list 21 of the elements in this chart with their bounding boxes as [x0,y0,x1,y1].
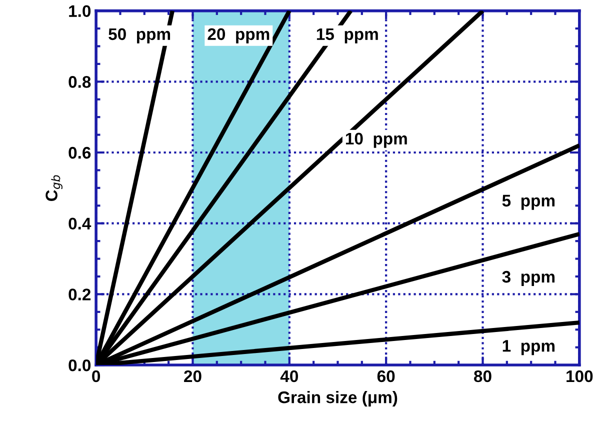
x-tick-label: 20 [184,370,202,382]
series-label: 3 ppm [502,270,554,286]
x-tick-label: 80 [474,370,492,382]
x-tick-label: 40 [280,370,298,382]
series-label: 15 ppm [316,28,378,44]
x-tick-label: 100 [566,370,593,382]
y-tick-label: 0.2 [68,288,91,300]
y-tick-label: 0.4 [68,218,92,230]
series-label: 5 ppm [502,194,554,210]
series-label: 1 ppm [502,340,554,356]
x-axis-title: Grain size (μm) [278,390,398,407]
series-label: 20 ppm [208,28,270,44]
series-label: 10 ppm [346,132,407,148]
x-tick-label: 60 [377,370,395,382]
y-axis-title: C$_{gb}$ [46,175,62,201]
series-label: 50 ppm [108,28,170,44]
y-tick-label: 0.8 [68,76,91,88]
y-tick-label: 0.6 [68,146,91,159]
y-tick-label: 1.0 [69,5,91,18]
y-tick-label: 0.0 [68,359,91,372]
x-tick-label: 0 [92,370,100,382]
